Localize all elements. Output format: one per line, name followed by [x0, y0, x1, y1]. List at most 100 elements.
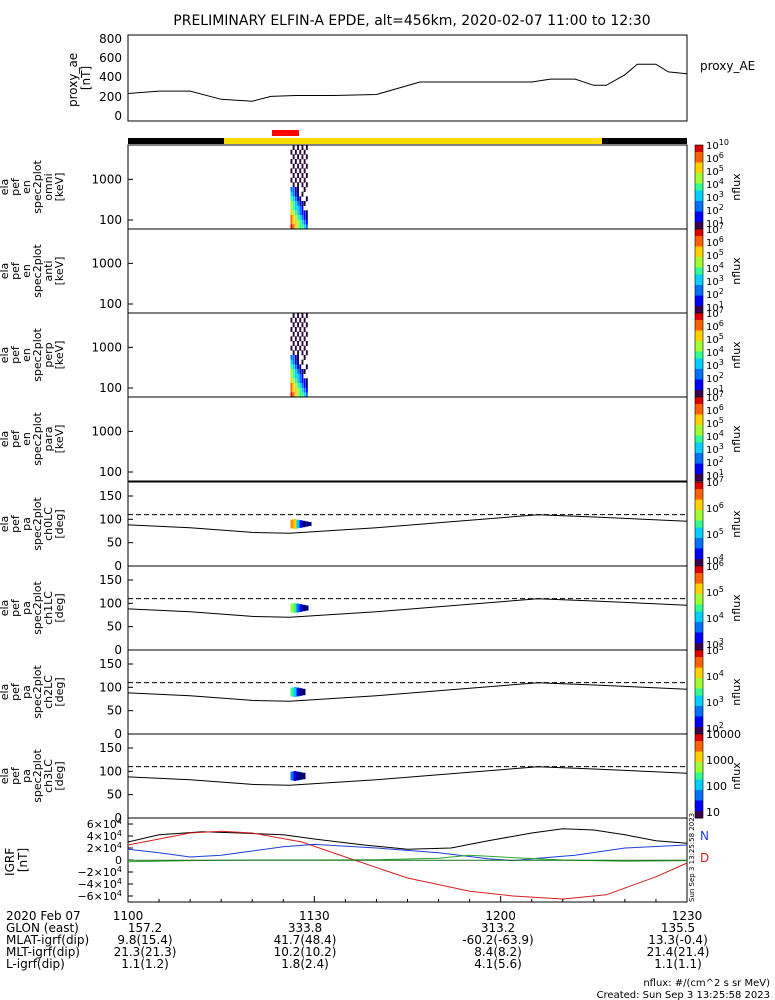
panel-ylabel-line: pef: [9, 514, 22, 533]
colorbar-swatch: [695, 432, 703, 436]
colorbar-frame: [694, 396, 704, 482]
time-tick-label: 1200: [485, 909, 516, 923]
pitch-angle-cell: [290, 519, 294, 529]
spectrogram-cell: [301, 331, 304, 337]
colorbar-tick: 103: [706, 190, 724, 204]
spectrogram-cell: [294, 373, 297, 379]
spectrogram-cell: [290, 201, 293, 206]
spectrogram-cell: [294, 224, 297, 230]
pitch-angle-cell: [296, 687, 300, 697]
spectrogram-cell: [292, 187, 295, 192]
spectrogram-cell: [305, 215, 308, 220]
panel-pa_ch3: elapefpaspec2plotch3LC[deg] 150 100 50 0: [0, 733, 688, 825]
spectrogram-cell: [294, 177, 297, 183]
spectrogram-cell: [290, 345, 293, 351]
spectrogram-cell: [292, 145, 295, 150]
colorbar-swatch: [695, 755, 703, 759]
colorbar-tick: 103: [706, 695, 724, 709]
spectrogram-cell: [305, 331, 308, 337]
colorbar-swatch: [695, 299, 703, 303]
colorbar-tick-base: 10: [706, 588, 719, 599]
colorbar-tick: 104: [706, 177, 724, 191]
colorbar-tick-exp: 7: [719, 306, 724, 315]
spectrogram-cell: [297, 313, 299, 318]
colorbar-swatch: [695, 190, 703, 195]
spectrogram-cell: [297, 369, 299, 374]
spectrogram-cell: [290, 159, 293, 164]
colorbar-swatch: [695, 201, 703, 205]
colorbar-tick-base: 10: [706, 562, 719, 573]
spectrogram-cell: [297, 392, 299, 398]
panel-ylabel-line: para: [42, 427, 55, 452]
colorbar-swatch: [695, 365, 703, 370]
spectrogram-cell: [305, 392, 308, 398]
spectrogram-cell: [290, 392, 293, 398]
colorbar-swatch: [695, 470, 703, 475]
panel-ylabel-line: pef: [9, 766, 22, 785]
colorbar-swatch: [695, 411, 703, 415]
spectrogram-cell: [303, 210, 306, 216]
colorbar-tick: 103: [706, 442, 724, 456]
loss-cone-line: [127, 766, 688, 786]
spectrogram-cell: [290, 219, 293, 225]
igrf-ytick-mant: −6×10: [77, 890, 116, 903]
colorbar-swatch: [695, 779, 703, 784]
colorbar-tick: 10: [706, 806, 720, 819]
colorbar-swatch: [695, 769, 703, 773]
colorbar-swatch: [695, 474, 703, 478]
colorbar-swatch: [695, 692, 703, 696]
spectrogram-cell: [301, 219, 304, 225]
spectrogram-cell: [305, 196, 308, 202]
pitch-angle-cell: [293, 771, 297, 781]
colorbar-swatch: [695, 678, 703, 682]
colorbar-label: nflux: [730, 762, 743, 790]
igrf-vertical-stamp: Sun Sep 3 13:25:58 2023: [688, 813, 696, 902]
spectrogram-cell: [292, 173, 295, 178]
spectrogram-cell: [305, 154, 308, 160]
colorbar-tick-base: 10: [706, 724, 719, 735]
colorbar-swatch: [695, 716, 703, 721]
panel-ylabel-line: pef: [9, 598, 22, 617]
spectrogram-cell: [305, 378, 308, 384]
spectrogram-cell: [292, 373, 295, 379]
spectrogram-cell: [297, 182, 299, 188]
igrf-legend-d: D: [700, 851, 709, 865]
colorbar-tick-exp: 2: [719, 721, 724, 730]
spectrogram-cell: [290, 177, 293, 183]
spectrogram-cell: [301, 369, 304, 374]
spectrogram-cell: [301, 378, 304, 384]
panel-ylabel: elapefpaspec2plotch3LC[deg]: [0, 749, 66, 803]
panel-ytick: 150: [99, 573, 122, 587]
colorbar-tick-base: 10: [706, 225, 719, 236]
colorbar-swatch: [695, 337, 703, 342]
colorbar-swatch: [695, 737, 703, 742]
pitch-angle-cell: [302, 520, 306, 528]
pitch-angle-cell: [305, 521, 309, 527]
colorbar-tick-base: 10: [706, 193, 719, 204]
colorbar-swatch: [695, 657, 703, 661]
spectrogram-cell: [294, 345, 297, 351]
spectrogram-cell: [299, 159, 302, 164]
colorbar-swatch: [695, 674, 703, 679]
colorbar-tick: 102: [706, 287, 724, 301]
colorbar-swatch: [695, 744, 703, 749]
igrf-ylabel: IGRF [nT]: [3, 844, 30, 876]
spectrogram-cell: [305, 224, 308, 230]
spectrogram-cell: [301, 322, 304, 328]
spectrogram-cell: [297, 359, 299, 365]
spectrogram-cell: [301, 191, 304, 197]
spectrogram-cell: [303, 187, 306, 192]
panel-ylabel-line: [deg]: [53, 593, 66, 622]
colorbar-swatch: [695, 699, 703, 703]
spectrogram-cell: [292, 215, 295, 220]
colorbar-swatch: [695, 477, 703, 482]
spectrogram-cell: [290, 383, 293, 388]
pitch-angle-cell: [290, 603, 294, 613]
colorbar-swatch: [695, 485, 703, 490]
colorbar-tick-exp: 5: [719, 416, 724, 425]
spectrogram-cell: [299, 205, 302, 211]
colorbar-swatch: [695, 425, 703, 429]
igrf-ytick: −4×104: [77, 877, 122, 891]
colorbar-tick-exp: 4: [719, 669, 724, 678]
